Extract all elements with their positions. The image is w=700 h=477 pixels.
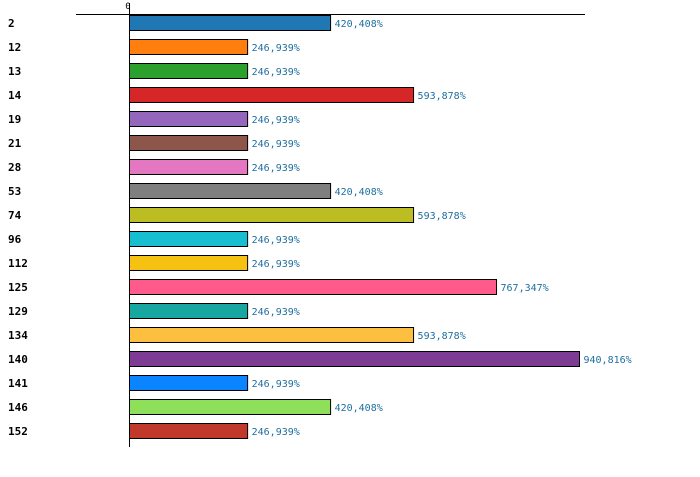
value-label: 246,939% xyxy=(252,115,300,126)
bar xyxy=(129,39,249,55)
category-label: 140 xyxy=(8,353,28,366)
axis-layer: 0 xyxy=(76,2,585,447)
category-label: 141 xyxy=(8,377,28,390)
value-label: 420,408% xyxy=(335,19,383,30)
value-label: 940,816% xyxy=(584,355,632,366)
value-label: 246,939% xyxy=(252,307,300,318)
value-label: 246,939% xyxy=(252,43,300,54)
bar xyxy=(129,303,249,319)
value-label: 246,939% xyxy=(252,379,300,390)
bar xyxy=(129,255,249,271)
value-label: 420,408% xyxy=(335,187,383,198)
bar xyxy=(129,279,498,295)
value-label: 246,939% xyxy=(252,67,300,78)
category-label: 12 xyxy=(8,41,21,54)
value-label: 246,939% xyxy=(252,427,300,438)
category-label: 134 xyxy=(8,329,28,342)
bar xyxy=(129,183,332,199)
value-label: 246,939% xyxy=(252,163,300,174)
bar xyxy=(129,15,332,31)
category-label: 112 xyxy=(8,257,28,270)
category-label: 13 xyxy=(8,65,21,78)
category-label: 2 xyxy=(8,17,15,30)
value-label: 246,939% xyxy=(252,259,300,270)
category-label: 152 xyxy=(8,425,28,438)
value-label: 593,878% xyxy=(418,211,466,222)
value-label: 246,939% xyxy=(252,235,300,246)
bar xyxy=(129,399,332,415)
bar xyxy=(129,159,249,175)
value-label: 593,878% xyxy=(418,331,466,342)
bar xyxy=(129,327,415,343)
value-label: 767,347% xyxy=(501,283,549,294)
bar xyxy=(129,351,580,367)
bar xyxy=(129,375,249,391)
category-label: 129 xyxy=(8,305,28,318)
category-label: 21 xyxy=(8,137,22,150)
bar xyxy=(129,87,415,103)
value-label: 420,408% xyxy=(335,403,383,414)
value-label: 246,939% xyxy=(252,139,300,150)
category-label: 96 xyxy=(8,233,22,246)
category-label: 74 xyxy=(8,209,22,222)
zero-tick-label: 0 xyxy=(125,2,130,12)
bar xyxy=(129,423,249,439)
bar xyxy=(129,231,249,247)
bar xyxy=(129,207,415,223)
category-label: 146 xyxy=(8,401,28,414)
bar xyxy=(129,111,249,127)
value-label: 593,878% xyxy=(418,91,466,102)
bars-layer: 2 420,408% 12 246,939% 13 246,939% 14 593,878% 1… xyxy=(8,15,632,439)
category-label: 53 xyxy=(8,185,21,198)
bar xyxy=(129,63,249,79)
category-label: 28 xyxy=(8,161,21,174)
category-label: 14 xyxy=(8,89,22,102)
category-label: 19 xyxy=(8,113,21,126)
bar xyxy=(129,135,249,151)
category-label: 125 xyxy=(8,281,28,294)
